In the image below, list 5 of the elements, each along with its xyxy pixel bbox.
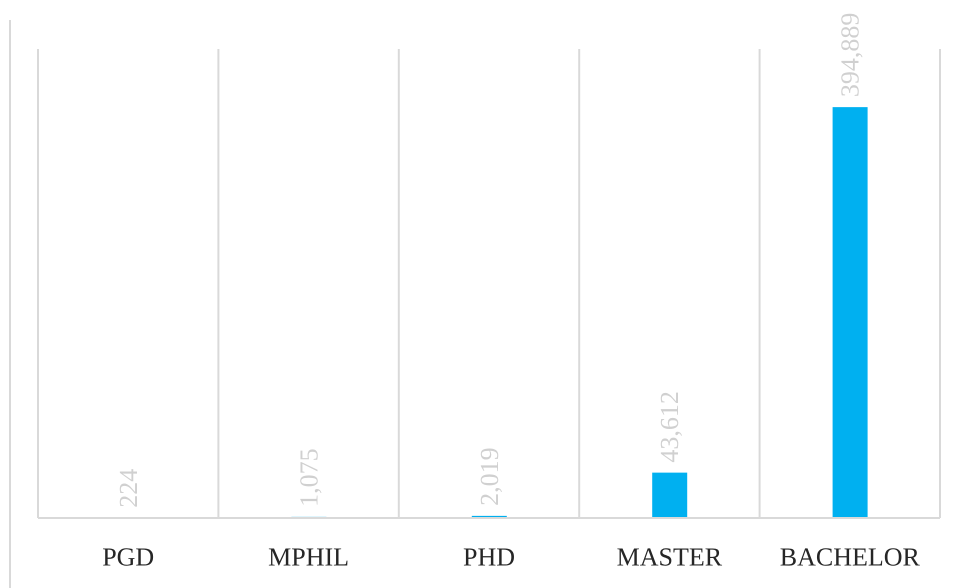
x-tick-label: PGD <box>102 542 154 572</box>
x-tick-label: MPHIL <box>268 542 350 572</box>
x-tick-label: BACHELOR <box>780 542 921 572</box>
x-tick-label: PHD <box>462 542 516 572</box>
x-tick-label: MASTER <box>616 542 723 572</box>
